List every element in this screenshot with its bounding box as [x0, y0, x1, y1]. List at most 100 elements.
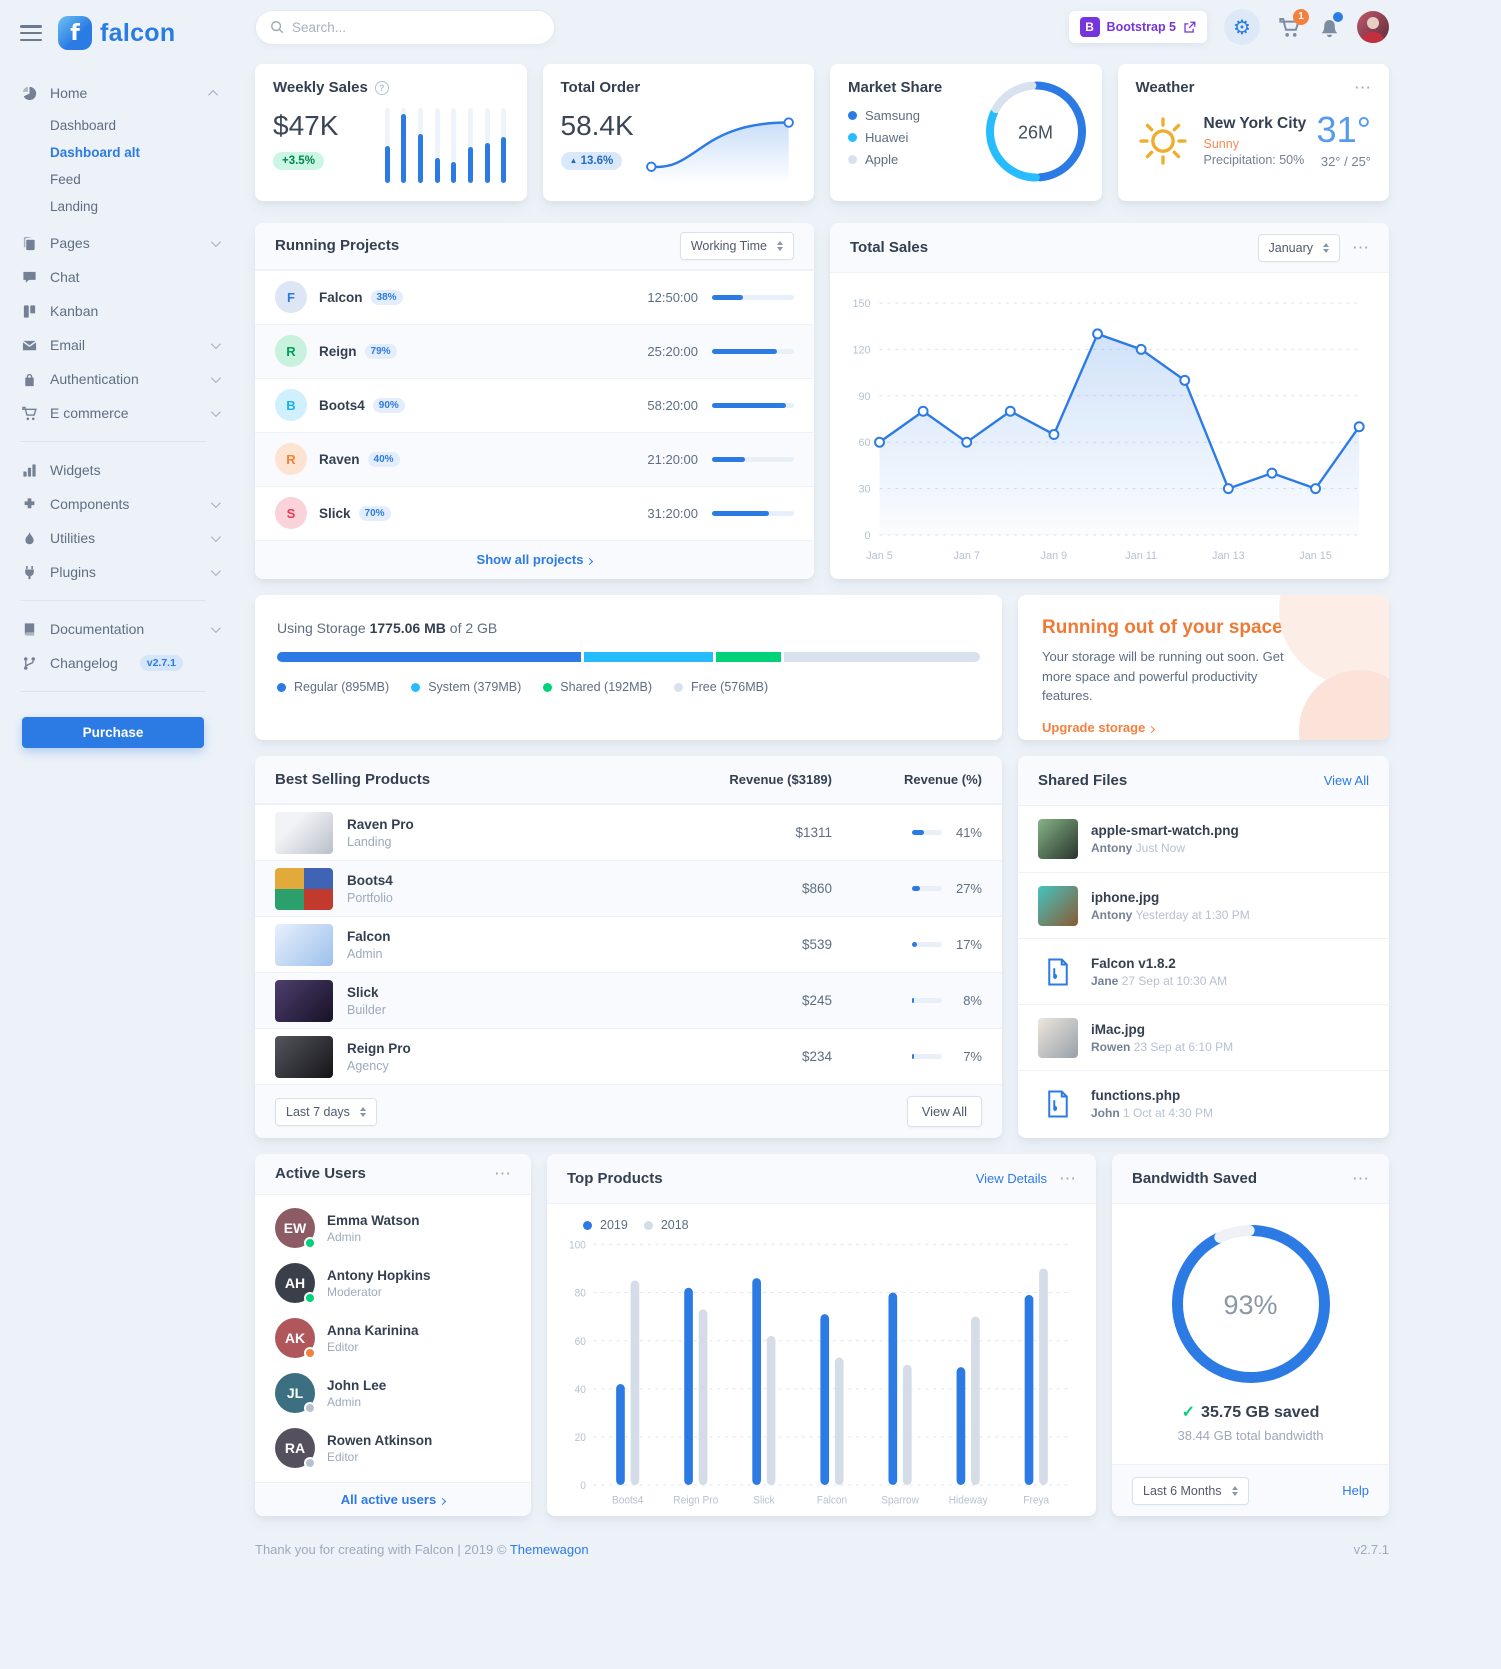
- file-row[interactable]: Falcon v1.8.2 Jane 27 Sep at 10:30 AM: [1018, 938, 1389, 1004]
- product-revenue: $539: [801, 937, 832, 952]
- project-progress-bar: [712, 294, 794, 300]
- sidebar-item-dashboard-alt[interactable]: Dashboard alt: [50, 145, 141, 160]
- purchase-button[interactable]: Purchase: [22, 717, 204, 748]
- show-all-projects-link[interactable]: Show all projects: [275, 552, 794, 567]
- space-warning-title: Running out of your space?: [1042, 617, 1295, 638]
- avatar-silhouette-icon: [1361, 17, 1385, 43]
- bandwidth-title: Bandwidth Saved: [1132, 1170, 1258, 1187]
- cart-button[interactable]: 1: [1277, 8, 1309, 40]
- file-name: functions.php: [1091, 1087, 1181, 1103]
- product-row[interactable]: Boots4 Portfolio $860 27%: [255, 860, 1002, 916]
- svg-text:Jan 13: Jan 13: [1212, 550, 1245, 562]
- user-row[interactable]: EW Emma Watson Admin: [255, 1201, 531, 1256]
- user-row[interactable]: JL John Lee Admin: [255, 1366, 531, 1421]
- footer-version: v2.7.1: [1353, 1542, 1389, 1557]
- svg-text:Jan 5: Jan 5: [866, 550, 893, 562]
- themewagon-link[interactable]: Themewagon: [509, 1542, 589, 1557]
- top-products-menu-button[interactable]: ⋯: [1059, 1169, 1076, 1188]
- sidebar-item-dashboard[interactable]: Dashboard: [50, 118, 117, 133]
- user-name: Rowen Atkinson: [327, 1432, 433, 1448]
- project-row[interactable]: R Reign 79% 25:20:00: [255, 323, 814, 378]
- month-select[interactable]: January: [1257, 233, 1340, 262]
- revenue-percent-bar: [912, 830, 942, 835]
- product-row[interactable]: Slick Builder $245 8%: [255, 972, 1002, 1028]
- avatar: JL: [275, 1373, 316, 1415]
- svg-text:150: 150: [852, 298, 870, 310]
- user-row[interactable]: AH Antony Hopkins Moderator: [255, 1256, 531, 1311]
- file-time: 27 Sep at 10:30 AM: [1121, 973, 1228, 988]
- project-row[interactable]: R Raven 40% 21:20:00: [255, 431, 814, 486]
- all-active-users-link[interactable]: All active users: [275, 1492, 511, 1507]
- project-row[interactable]: S Slick 70% 31:20:00: [255, 485, 814, 540]
- sidebar-item-landing[interactable]: Landing: [50, 199, 99, 214]
- sidebar-divider: [20, 691, 206, 692]
- sidebar-item-authentication[interactable]: Authentication: [20, 362, 226, 396]
- bootstrap-version-badge[interactable]: B Bootstrap 5: [1068, 11, 1207, 43]
- months-select[interactable]: Last 6 Months: [1132, 1476, 1249, 1505]
- product-thumbnail: [275, 811, 333, 854]
- legend-item[interactable]: 2019: [583, 1218, 628, 1232]
- lock-icon: [20, 372, 38, 387]
- file-row[interactable]: functions.php John 1 Oct at 4:30 PM: [1018, 1070, 1389, 1136]
- file-author: Rowen: [1091, 1039, 1131, 1054]
- svg-text:Jan 9: Jan 9: [1041, 550, 1068, 562]
- project-row[interactable]: B Boots4 90% 58:20:00: [255, 377, 814, 432]
- sidebar-item-pages[interactable]: Pages: [20, 226, 226, 260]
- chevron-right-icon: [439, 1497, 447, 1505]
- user-avatar[interactable]: [1357, 11, 1389, 43]
- help-icon[interactable]: ?: [374, 80, 389, 95]
- sidebar-item-home[interactable]: Home: [20, 76, 226, 110]
- period-select[interactable]: Last 7 days: [275, 1097, 377, 1126]
- sidebar-item-components[interactable]: Components: [20, 487, 226, 521]
- file-name: Falcon v1.8.2: [1091, 955, 1176, 971]
- user-row[interactable]: AK Anna Karinina Editor: [255, 1311, 531, 1366]
- app-logo[interactable]: f falcon: [58, 16, 175, 50]
- total-sales-menu-button[interactable]: ⋯: [1352, 238, 1369, 257]
- search-box[interactable]: [255, 9, 555, 45]
- file-row[interactable]: iphone.jpg Antony Yesterday at 1:30 PM: [1018, 872, 1389, 938]
- file-author: Antony: [1091, 907, 1133, 922]
- product-category: Admin: [347, 946, 383, 961]
- menu-toggle-button[interactable]: [20, 25, 42, 41]
- product-row[interactable]: Falcon Admin $539 17%: [255, 916, 1002, 972]
- view-details-link[interactable]: View Details: [975, 1171, 1047, 1186]
- sidebar-item-feed[interactable]: Feed: [50, 172, 81, 187]
- user-row[interactable]: RA Rowen Atkinson Editor: [255, 1421, 531, 1476]
- weather-menu-button[interactable]: ⋯: [1354, 78, 1371, 97]
- bandwidth-menu-button[interactable]: ⋯: [1352, 1169, 1369, 1188]
- sidebar-item-email[interactable]: Email: [20, 328, 226, 362]
- mini-bar: [501, 108, 507, 183]
- file-row[interactable]: iMac.jpg Rowen 23 Sep at 6:10 PM: [1018, 1004, 1389, 1070]
- sidebar-nav: Home Dashboard Dashboard alt Feed Landing P…: [20, 76, 232, 692]
- file-row[interactable]: apple-smart-watch.png Antony Just Now: [1018, 806, 1389, 872]
- product-row[interactable]: Reign Pro Agency $234 7%: [255, 1028, 1002, 1084]
- product-row[interactable]: Raven Pro Landing $1311 41%: [255, 804, 1002, 860]
- view-all-button[interactable]: View All: [906, 1096, 982, 1127]
- shared-files-view-all-link[interactable]: View All: [1323, 773, 1369, 788]
- product-revenue: $1311: [795, 825, 832, 840]
- sidebar-item-e-commerce[interactable]: E commerce: [20, 396, 226, 430]
- project-avatar: F: [275, 281, 307, 314]
- total-sales-title: Total Sales: [850, 239, 929, 256]
- legend-dot: [848, 111, 857, 120]
- active-users-menu-button[interactable]: ⋯: [494, 1164, 511, 1184]
- settings-button[interactable]: ⚙: [1222, 7, 1262, 47]
- notifications-button[interactable]: [1317, 11, 1343, 40]
- legend-dot: [848, 155, 857, 164]
- sidebar-item-kanban[interactable]: Kanban: [20, 294, 226, 328]
- working-time-select[interactable]: Working Time: [679, 231, 794, 260]
- legend-item[interactable]: 2018: [643, 1218, 689, 1232]
- space-warning-body: Your storage will be running out soon. G…: [1042, 649, 1284, 703]
- sidebar-item-documentation[interactable]: Documentation: [20, 612, 226, 646]
- project-row[interactable]: F Falcon 38% 12:50:00: [255, 269, 814, 324]
- sidebar-item-changelog[interactable]: Changelog v2.7.1: [20, 646, 226, 680]
- sidebar-item-chat[interactable]: Chat: [20, 260, 226, 294]
- upgrade-storage-link[interactable]: Upgrade storage: [1042, 720, 1156, 735]
- sidebar-item-utilities[interactable]: Utilities: [20, 521, 226, 555]
- sidebar-item-plugins[interactable]: Plugins: [20, 555, 226, 589]
- changelog-version-badge: v2.7.1: [139, 655, 183, 671]
- help-link[interactable]: Help: [1342, 1483, 1369, 1498]
- sidebar-item-widgets[interactable]: Widgets: [20, 453, 226, 487]
- search-input[interactable]: [292, 19, 540, 35]
- market-share-donut-chart: 26M: [985, 81, 1086, 184]
